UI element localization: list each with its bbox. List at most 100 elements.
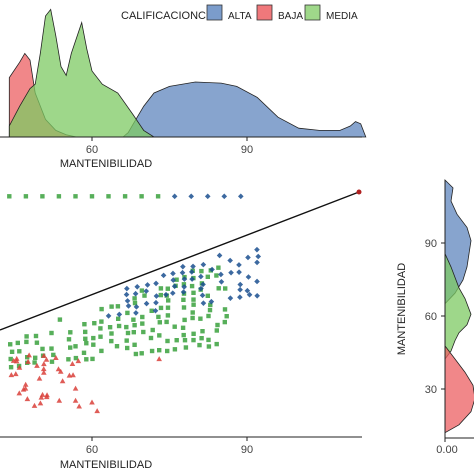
scatter-point-baja [34, 362, 40, 368]
scatter-point-baja [43, 356, 50, 362]
scatter-point-media [223, 286, 228, 291]
scatter-point-alta [218, 271, 224, 278]
scatter-point-baja [59, 378, 66, 384]
scatter-point-media [132, 342, 137, 347]
top-density-panel: 60 90 MANTENIBILIDAD [0, 8, 367, 170]
scatter-point-media [222, 319, 227, 325]
scatter-point-media [158, 286, 164, 291]
scatter-point-media [131, 317, 136, 322]
scatter-point-baja [75, 358, 82, 364]
scatter-point-media [157, 320, 162, 325]
scatter-point-alta [116, 311, 123, 318]
scatter-point-media [8, 365, 14, 370]
scatter-point-media [191, 302, 196, 307]
scatter-point-media [66, 337, 72, 342]
scatter-point-media [114, 344, 120, 349]
scatter-point-media [98, 334, 103, 339]
scatter-point-media [158, 305, 164, 311]
scatter-point-baja [38, 394, 45, 400]
scatter-point-media [214, 273, 219, 278]
scatter-point-media [68, 345, 73, 350]
legend-label-alta: ALTA [228, 11, 252, 22]
scatter-point-media [122, 194, 128, 199]
scatter-point-baja [41, 369, 47, 375]
scatter-point-baja [69, 360, 76, 366]
scatter-point-alta [236, 262, 242, 268]
scatter-point-alta [237, 294, 243, 301]
scatter-point-media [198, 316, 203, 321]
scatter-point-media [116, 323, 122, 329]
scatter-point-media [116, 316, 121, 321]
scatter-point-media [109, 331, 114, 336]
scatter-point-media [214, 328, 219, 333]
scatter-point-alta [254, 246, 260, 253]
legend-key-media [304, 4, 321, 21]
scatter-point-alta [221, 193, 228, 200]
scatter-point-alta [124, 285, 130, 292]
scatter-point-alta [188, 193, 194, 200]
scatter-point-baja [37, 400, 44, 406]
top-density-areas [8, 8, 367, 138]
scatter-point-alta [245, 254, 251, 261]
scatter-point-alta [180, 289, 187, 295]
scatter-point-alta [170, 277, 177, 283]
scatter-point-baja [72, 397, 79, 403]
scatter-point-alta [227, 257, 233, 264]
top-tick-label-60: 60 [86, 144, 98, 156]
scatter-point-alta [209, 266, 215, 273]
scatter-point-media [206, 337, 211, 343]
scatter-point-media [164, 319, 169, 325]
scatter-point-alta [169, 290, 176, 296]
scatter-point-baja [8, 372, 15, 378]
scatter-point-media [156, 314, 161, 320]
scatter-point-media [99, 306, 104, 312]
scatter-point-baja [56, 397, 63, 403]
scatter-point-media [109, 304, 114, 309]
scatter-point-media [125, 330, 131, 336]
scatter-point-media [107, 325, 113, 330]
scatter-point-media [68, 330, 73, 335]
scatter-point-media [15, 340, 20, 346]
scatter-point-alta [160, 272, 167, 279]
scatter-point-media [165, 338, 170, 344]
legend-key-baja [256, 4, 273, 21]
scatter-point-media [206, 313, 211, 319]
scatter-point-alta [134, 283, 141, 290]
scatter-point-baja [156, 356, 162, 362]
scatter-point-media [165, 313, 171, 318]
scatter-point-media [181, 297, 186, 302]
scatter-point-baja [39, 391, 46, 397]
scatter-point-alta [245, 274, 252, 280]
scatter-point-alta [144, 282, 151, 288]
scatter-point-media [157, 333, 162, 338]
scatter-point-media [190, 315, 195, 321]
scatter-point-media [83, 336, 88, 341]
scatter-point-media [149, 308, 154, 313]
scatter-point-media [109, 338, 114, 344]
scatter-point-alta [133, 310, 139, 316]
scatter-point-media [206, 344, 212, 349]
scatter-point-media [8, 342, 13, 347]
scatter-point-alta [254, 278, 260, 285]
scatter-point-alta [152, 307, 159, 314]
scatter-point-alta [143, 288, 150, 294]
scatter-point-baja [36, 375, 43, 381]
scatter-point-alta [190, 263, 196, 270]
scatter-point-alta [199, 292, 206, 299]
right-tick-label-60: 60 [425, 311, 437, 323]
scatter-point-alta [181, 284, 187, 290]
scatter-point-media [139, 351, 144, 356]
scatter-point-alta [237, 281, 244, 288]
scatter-point-media [181, 282, 187, 287]
right-density-area-baja [444, 344, 474, 434]
scatter-point-media [190, 310, 195, 315]
scatter-point-media [73, 355, 79, 361]
top-tick-label-90: 90 [241, 144, 253, 156]
scatter-point-media [149, 348, 155, 354]
legend: CALIFICACIONC ALTA BAJA MEDIA [121, 4, 358, 22]
scatter-point-media [9, 349, 15, 354]
scatter-point-baja [16, 390, 23, 396]
scatter-point-media [56, 194, 62, 199]
scatter-point-media [166, 298, 171, 303]
scatter-point-media [84, 341, 89, 346]
